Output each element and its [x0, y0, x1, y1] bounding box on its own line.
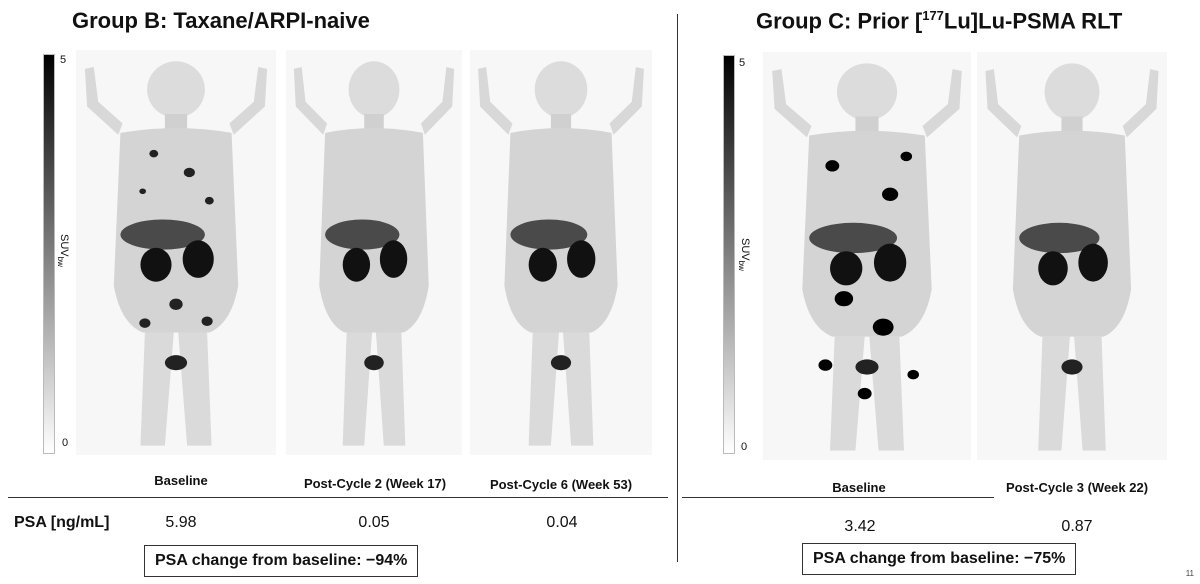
- group-c-suv-scale: [723, 55, 735, 454]
- psa-value-b-cycle6: 0.04: [546, 514, 578, 531]
- group-b-scale-min: 0: [62, 437, 69, 449]
- group-b-suv-label: SUVbw: [55, 234, 70, 267]
- group-b-suv-scale: [43, 54, 55, 454]
- group-divider: [677, 14, 678, 562]
- group-c-suv-label: SUVbw: [736, 238, 751, 271]
- psa-value-b-cycle2: 0.05: [358, 514, 390, 531]
- group-b-psa-change-box: PSA change from baseline: −94%: [144, 545, 419, 577]
- psa-separator-b: [8, 497, 668, 498]
- psa-row-label: PSA [ng/mL]: [14, 514, 110, 531]
- group-c-label-cycle3: Post-Cycle 3 (Week 22): [1005, 480, 1149, 495]
- group-b-label-cycle6: Post-Cycle 6 (Week 53): [489, 477, 633, 492]
- psa-value-b-baseline: 5.98: [165, 514, 197, 531]
- psa-value-c-baseline: 3.42: [844, 518, 876, 535]
- group-c-scan-baseline: [763, 52, 971, 460]
- psa-separator-c: [682, 497, 994, 498]
- group-c-label-baseline: Baseline: [832, 480, 886, 495]
- group-c-title-post: Lu]Lu-PSMA RLT: [943, 8, 1123, 34]
- group-b-label-cycle2: Post-Cycle 2 (Week 17): [303, 476, 447, 491]
- group-b-title: Group B: Taxane/ARPI-naive: [72, 8, 370, 33]
- group-c-scale-max: 5: [739, 57, 746, 69]
- group-b-scan-cycle2: [286, 50, 462, 455]
- group-b-scan-baseline: [76, 50, 276, 455]
- group-c-title-pre: Group C: Prior [: [756, 8, 923, 34]
- group-c-psa-change-box: PSA change from baseline: −75%: [802, 543, 1077, 575]
- group-c-title: Group C: Prior [177Lu]Lu-PSMA RLT: [756, 8, 1122, 34]
- group-c-scan-cycle3: [977, 52, 1167, 460]
- group-b-scan-cycle6: [470, 50, 652, 455]
- page-number: 11: [1185, 569, 1194, 578]
- group-b-label-baseline: Baseline: [154, 473, 208, 488]
- group-b-scale-max: 5: [60, 54, 67, 66]
- group-c-title-sup: 177: [922, 8, 944, 23]
- group-c-scale-min: 0: [741, 441, 748, 453]
- psa-value-c-cycle3: 0.87: [1061, 518, 1093, 535]
